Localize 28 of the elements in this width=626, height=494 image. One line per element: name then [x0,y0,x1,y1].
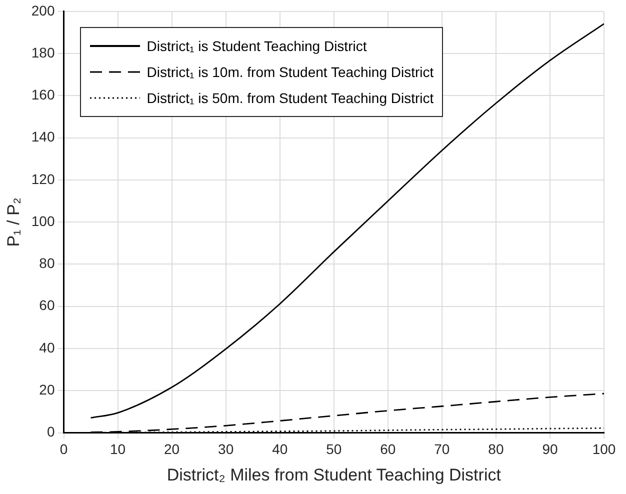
y-tick-label: 80 [39,255,55,272]
y-tick-label: 100 [31,212,55,229]
legend-label: District₁ is Student Teaching District [146,37,367,56]
x-tick-label: 40 [272,441,288,458]
line-series [90,23,604,419]
y-tick-label: 160 [31,86,55,103]
y-tick-label: 20 [39,382,55,398]
y-tick-label: 180 [31,44,55,60]
x-tick-label: 20 [164,441,180,458]
y-tick-label: 200 [31,2,55,18]
x-tick-label: 60 [380,441,396,458]
legend-label: District₁ is 10m. from Student Teaching District [146,63,434,82]
y-axis-title: P₁ / P₂ [4,198,23,247]
x-tick-label: 70 [434,441,450,458]
y-tick-label: 40 [39,339,55,356]
y-tick-label: 0 [46,424,55,440]
x-tick-label: 80 [488,441,504,458]
x-tick-label: 100 [592,441,616,458]
x-tick-label: 50 [326,441,342,458]
x-tick-label: 90 [542,441,558,458]
y-tick-label: 120 [31,170,55,187]
y-tick-label: 60 [39,297,55,314]
x-tick-label: 30 [218,441,234,458]
x-axis-title: District₂ Miles from Student Teaching District [166,465,502,484]
x-tick-label: 10 [110,441,126,458]
y-tick-label: 140 [31,128,55,145]
legend-label: District₁ is 50m. from Student Teaching District [146,89,434,108]
x-tick-label: 0 [60,441,68,458]
